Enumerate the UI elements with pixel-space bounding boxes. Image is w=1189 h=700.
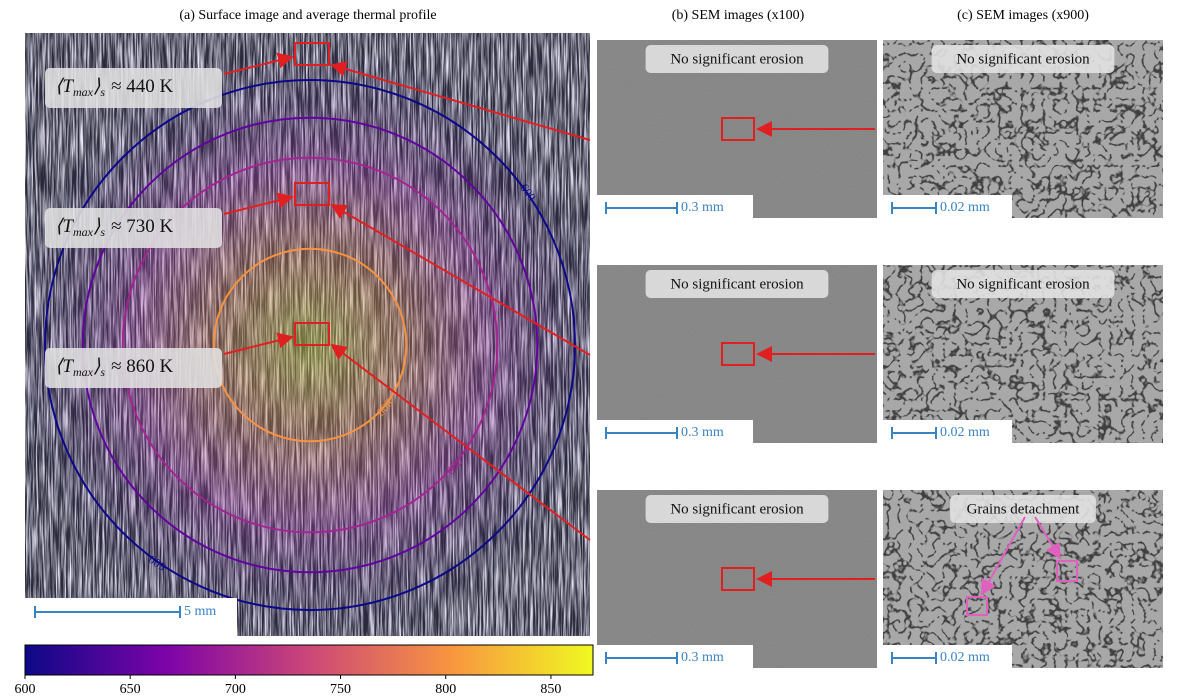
scale-bar-label: 0.3 mm [681,425,724,440]
arrow [330,343,591,541]
annotation-part: max [73,365,94,379]
annotation-box [45,208,222,248]
sem-label: No significant erosion [670,51,804,67]
arrow [981,516,1026,596]
contour [81,116,539,574]
contour [212,247,408,443]
label-box [950,495,1096,523]
annotation-part: ≈ 730 K [111,216,173,237]
label-box [931,45,1115,73]
sem-label: No significant erosion [670,276,804,292]
annotation-part: s [100,225,105,239]
annotation-part: max [73,225,94,239]
annotation-box [45,68,222,108]
region-box [721,117,755,141]
annotation: ⟨Tmax⟩s ≈ 860 K [55,356,174,378]
arrow [223,192,294,215]
colorbar-tick-label: 600 [15,682,36,697]
contour [44,79,576,611]
annotation-part: ⟨T [55,76,74,97]
annotation-part: ≈ 440 K [111,76,173,97]
annotation-part: s [100,85,105,99]
arrow [1034,516,1062,560]
scale-bar-label: 0.02 mm [940,650,990,665]
annotation-box [45,348,222,388]
scale-bar-label: 0.02 mm [940,200,990,215]
arrow [330,61,591,141]
colorbar-tick-label: 650 [120,682,141,697]
colorbar-tick-label: 750 [330,682,351,697]
scale-bar-label: 0.3 mm [681,200,724,215]
panel-title: (b) SEM images (x100) [672,8,805,23]
label-box [931,270,1115,298]
annotation-part: max [73,85,94,99]
sem-label: Grains detachment [967,501,1081,517]
annotation-part: ⟩ [93,216,101,237]
region-box [294,42,330,66]
annotation-part: s [100,365,105,379]
region-box [721,342,755,366]
colorbar [24,644,594,676]
annotation-part: ≈ 860 K [111,356,173,377]
grain-box [1056,560,1078,582]
scale-bar-label: 5 mm [184,604,216,619]
annotation-part: ⟩ [93,76,101,97]
arrow [330,203,591,356]
arrow [223,52,294,75]
annotation: ⟨Tmax⟩s ≈ 440 K [55,76,174,98]
contour [121,156,499,534]
region-box [294,182,330,206]
scale-bar-label: 0.3 mm [681,650,724,665]
colorbar-tick-label: 850 [540,682,561,697]
scale-bar-label: 0.02 mm [940,425,990,440]
label-box [645,45,829,73]
grain-box [966,596,988,616]
annotation-part: ⟩ [93,356,101,377]
colorbar-tick-label: 800 [435,682,456,697]
region-box [294,322,330,346]
label-box [645,495,829,523]
colorbar-tick-label: 700 [225,682,246,697]
annotation-part: ⟨T [55,356,74,377]
sem-label: No significant erosion [956,51,1090,67]
scale-bar-bg [25,598,237,636]
annotation: ⟨Tmax⟩s ≈ 730 K [55,216,174,238]
sem-label: No significant erosion [956,276,1090,292]
label-box [645,270,829,298]
panel-title: (c) SEM images (x900) [957,8,1089,23]
region-box [721,567,755,591]
annotation-part: ⟨T [55,216,74,237]
panel-title: (a) Surface image and average thermal pr… [179,8,436,23]
surface-image [25,33,590,636]
arrow [223,332,294,355]
sem-label: No significant erosion [670,501,804,517]
